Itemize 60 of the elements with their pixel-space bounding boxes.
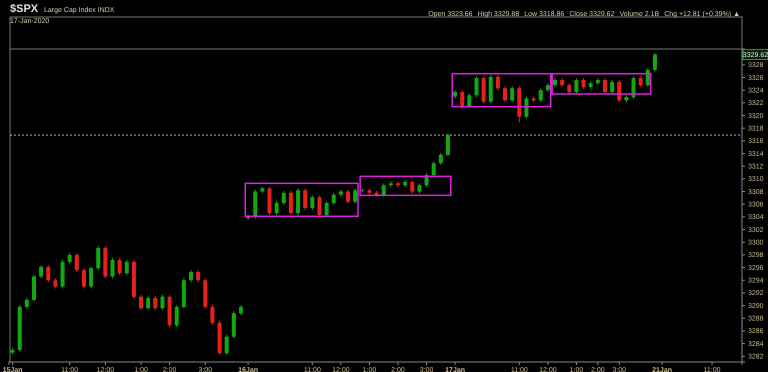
candlestick [432,160,436,178]
candlestick [189,270,193,283]
candlestick [153,296,158,311]
candlestick [382,182,386,198]
candlestick [82,268,86,289]
candlestick [174,304,179,328]
candlestick [460,90,464,110]
candlestick [68,252,72,264]
candlestick [446,132,450,158]
candlestick [524,96,528,120]
candlestick [410,180,414,194]
candlestick [46,264,50,283]
candlestick [346,189,350,204]
candlestick [310,194,314,210]
candlestick [417,182,422,194]
candlestick [567,82,572,94]
candlestick [118,258,122,276]
candlestick [196,270,200,283]
candlestick [89,266,94,289]
candlestick [332,192,336,206]
candlestick [538,88,543,103]
candlestick [288,190,293,216]
candlestick [617,80,622,103]
candlestick [210,304,214,326]
chart-title: $SPX [10,3,39,15]
candlestick [353,188,358,204]
candlestick [32,274,36,302]
candlestick [274,200,279,216]
candlestick [53,278,58,289]
candlestick [652,52,657,72]
candlestick [582,78,586,90]
candlestick [160,294,164,311]
candlestick [303,188,308,210]
candlestick [296,188,300,216]
candlestick [139,294,144,311]
candlestick [282,190,286,206]
candlestick [482,76,486,104]
candlestick [474,76,478,98]
candlestick [110,258,114,279]
candlestick [638,76,643,88]
candlestick [24,298,29,310]
candlestick [238,304,243,316]
candlestick [496,74,500,91]
candlestick [602,78,607,94]
candlestick [632,76,636,100]
candlestick [39,264,44,279]
candlestick [324,200,329,218]
candlestick [74,252,79,273]
candlestick [146,296,150,311]
candlestick [467,92,472,110]
candlestick [503,86,508,103]
candlestick [96,246,100,271]
candlestick [124,259,129,276]
candlestick [224,334,229,356]
candlestick [232,310,236,340]
candlestick [438,152,443,166]
candlestick [317,194,322,218]
candlestick [510,86,514,103]
candlestick [610,80,614,94]
candlestick [574,78,578,94]
